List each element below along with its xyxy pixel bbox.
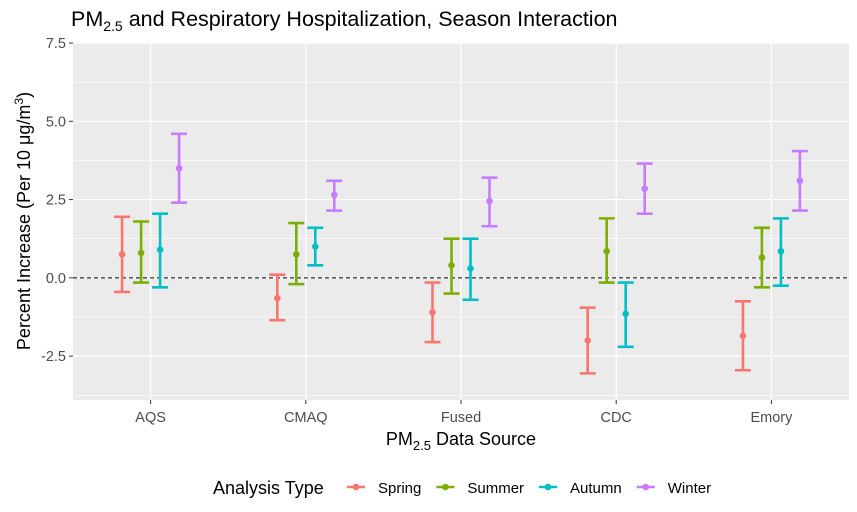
point-estimate bbox=[274, 294, 281, 302]
error-bars bbox=[114, 132, 808, 375]
legend-key-point bbox=[442, 483, 449, 491]
errorbar-winter-cmaq bbox=[326, 179, 343, 212]
x-axis: AQS CMAQ Fused CDC Emory bbox=[135, 400, 793, 426]
point-estimate bbox=[448, 262, 455, 269]
y-tick-label: 7.5 bbox=[46, 36, 66, 52]
errorbar-winter-fused bbox=[481, 176, 498, 228]
legend-label: Spring bbox=[378, 480, 421, 497]
point-estimate bbox=[777, 247, 785, 255]
legend-key-point bbox=[642, 483, 650, 491]
legend-label: Winter bbox=[668, 480, 711, 497]
y-tick-label: 2.5 bbox=[46, 193, 66, 209]
errorbar-summer-aqs bbox=[133, 220, 150, 284]
errorbar-summer-cdc bbox=[598, 217, 615, 284]
point-estimate bbox=[118, 251, 126, 258]
errorbar-spring-emory bbox=[734, 300, 751, 372]
x-axis-title: PM2.5 Data Source bbox=[386, 429, 536, 453]
point-estimate bbox=[739, 332, 747, 340]
errorbar-winter-cdc bbox=[636, 162, 653, 215]
legend-item-spring: Spring bbox=[347, 480, 421, 497]
point-estimate bbox=[175, 164, 183, 172]
point-estimate bbox=[486, 197, 493, 205]
legend-key-point bbox=[352, 483, 360, 491]
legend-key-point bbox=[544, 483, 552, 491]
point-estimate bbox=[429, 309, 436, 316]
point-estimate bbox=[641, 185, 648, 192]
y-tick-label: -2.5 bbox=[41, 349, 66, 365]
point-estimate bbox=[584, 337, 591, 344]
x-tick-label: AQS bbox=[135, 410, 166, 426]
legend: Analysis Type Spring Summer Autumn Winter bbox=[213, 478, 711, 498]
legend-item-winter: Winter bbox=[636, 480, 711, 497]
x-tick-label: CMAQ bbox=[284, 410, 328, 426]
point-estimate bbox=[137, 249, 145, 257]
errorbar-summer-emory bbox=[753, 226, 770, 289]
legend-item-autumn: Autumn bbox=[539, 480, 622, 497]
legend-label: Summer bbox=[467, 480, 524, 497]
point-estimate bbox=[156, 246, 164, 253]
point-estimate bbox=[758, 254, 766, 261]
point-estimate bbox=[467, 265, 474, 272]
errorbar-summer-cmaq bbox=[288, 221, 305, 286]
legend-item-summer: Summer bbox=[436, 480, 524, 497]
errorbar-autumn-fused bbox=[462, 237, 479, 302]
x-tick-label: CDC bbox=[600, 410, 631, 426]
errorbar-autumn-cmaq bbox=[307, 226, 324, 267]
point-estimate bbox=[331, 191, 338, 199]
y-axis: -2.5 0.0 2.5 5.0 7.5 bbox=[41, 36, 73, 365]
errorbar-autumn-cdc bbox=[617, 281, 634, 349]
point-estimate bbox=[603, 247, 610, 255]
y-tick-label: 0.0 bbox=[46, 271, 66, 287]
errorbar-autumn-aqs bbox=[152, 212, 169, 289]
chart-title: PM2.5 and Respiratory Hospitalization, S… bbox=[71, 7, 618, 34]
errorbar-winter-emory bbox=[791, 149, 808, 212]
errorbar-spring-aqs bbox=[114, 215, 131, 294]
errorbar-summer-fused bbox=[443, 237, 460, 295]
legend-title: Analysis Type bbox=[213, 478, 324, 498]
legend-label: Autumn bbox=[570, 480, 622, 497]
point-estimate bbox=[293, 251, 300, 258]
errorbar-spring-cmaq bbox=[269, 273, 286, 322]
errorbar-autumn-emory bbox=[772, 217, 789, 287]
errorbar-spring-fused bbox=[424, 281, 441, 344]
point-estimate bbox=[312, 243, 319, 250]
errorbar-spring-cdc bbox=[579, 306, 596, 375]
x-tick-label: Fused bbox=[441, 410, 481, 426]
point-estimate bbox=[622, 310, 629, 318]
y-tick-label: 5.0 bbox=[46, 114, 66, 130]
errorbar-winter-aqs bbox=[171, 132, 188, 205]
y-axis-title: Percent Increase (Per 10 μg/m3) bbox=[12, 92, 34, 350]
point-estimate bbox=[796, 177, 804, 185]
x-tick-label: Emory bbox=[750, 410, 793, 426]
